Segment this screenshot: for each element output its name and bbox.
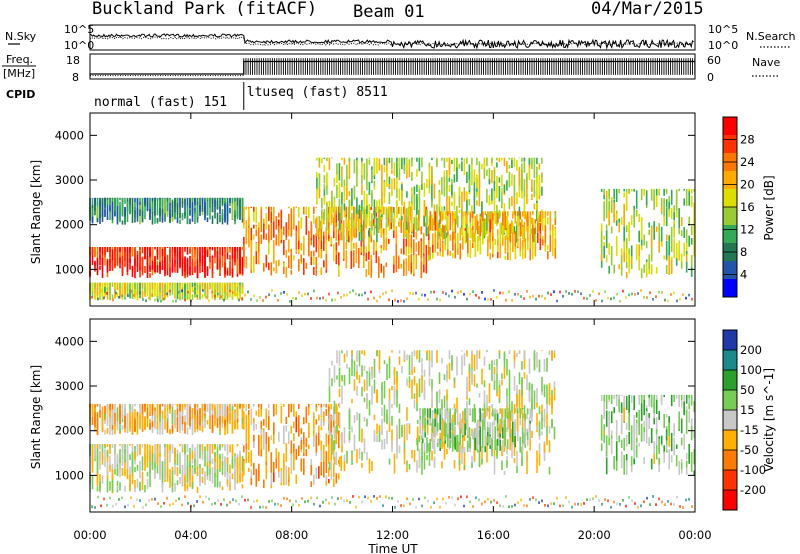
beam-title: Beam 01 xyxy=(353,2,425,22)
cpid-label: CPID xyxy=(6,88,35,101)
date-title: 04/Mar/2015 xyxy=(591,0,704,19)
freq-tick-high: 18 xyxy=(66,54,80,67)
velocity-heatmap xyxy=(89,350,696,509)
freq-label: Freq. xyxy=(6,53,33,66)
mode-label-ltuseq: ltuseq (fast) 8511 xyxy=(247,85,388,100)
mode-label-normal: normal (fast) 151 xyxy=(94,95,227,110)
nsearch-label: N.Search xyxy=(746,30,796,43)
nave-label: Nave xyxy=(752,56,780,69)
freq-unit-label: [MHz] xyxy=(3,67,35,80)
freq-traces xyxy=(90,58,696,77)
nsky-label: N.Sky xyxy=(5,30,37,43)
power-heatmap xyxy=(89,157,696,303)
nave-tick-low: 0 xyxy=(707,71,714,84)
noise-tick-right-high: 10^5 xyxy=(708,23,738,36)
nsky-trace xyxy=(89,33,695,50)
noise-tick-right-low: 10^0 xyxy=(708,39,738,52)
noise-tick-left-high: 10^5 xyxy=(64,23,94,36)
freq-tick-low: 8 xyxy=(72,71,79,84)
station-title: Buckland Park (fitACF) xyxy=(92,0,317,19)
noise-tick-left-low: 10^0 xyxy=(64,39,94,52)
noise-traces xyxy=(89,33,695,50)
noise-panel-frame xyxy=(89,24,696,51)
nave-tick-high: 60 xyxy=(707,54,721,67)
